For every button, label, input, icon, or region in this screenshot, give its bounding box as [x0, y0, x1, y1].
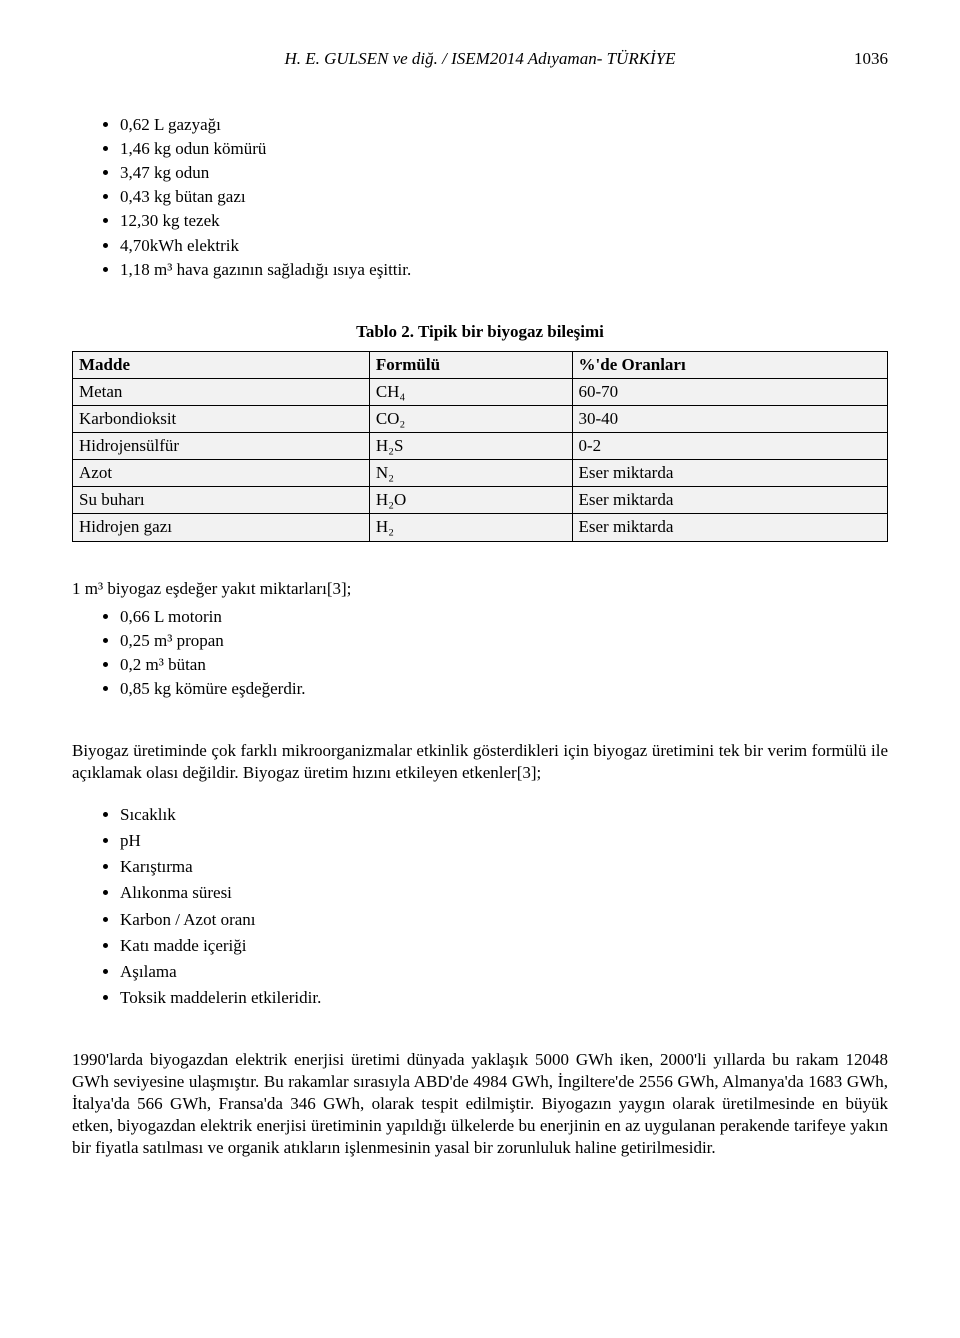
cell: H₂ [369, 514, 572, 541]
col-madde: Madde [73, 351, 370, 378]
table-row: Azot N₂ Eser miktarda [73, 460, 888, 487]
list-item: 3,47 kg odun [120, 162, 888, 184]
header-authors: H. E. GULSEN ve diğ. / ISEM2014 Adıyaman… [284, 49, 675, 68]
cell: Metan [73, 378, 370, 405]
col-formulu: Formülü [369, 351, 572, 378]
list-item: 0,25 m³ propan [120, 630, 888, 652]
paragraph-factors-intro: Biyogaz üretiminde çok farklı mikroorgan… [72, 740, 888, 784]
table-row: Su buharı H₂O Eser miktarda [73, 487, 888, 514]
table-row: Metan CH₄ 60-70 [73, 378, 888, 405]
page-header: H. E. GULSEN ve diğ. / ISEM2014 Adıyaman… [72, 48, 888, 70]
page-number: 1036 [854, 48, 888, 70]
list-item: Katı madde içeriği [120, 935, 888, 957]
cell: 0-2 [572, 433, 887, 460]
list-item: Karıştırma [120, 856, 888, 878]
cell: Eser miktarda [572, 487, 887, 514]
cell: Karbondioksit [73, 406, 370, 433]
list-item: 4,70kWh elektrik [120, 235, 888, 257]
list-item: 1,18 m³ hava gazının sağladığı ısıya eşi… [120, 259, 888, 281]
cell: Hidrojensülfür [73, 433, 370, 460]
list-item: Aşılama [120, 961, 888, 983]
table-caption: Tablo 2. Tipik bir biyogaz bileşimi [72, 321, 888, 343]
cell: 60-70 [572, 378, 887, 405]
list-item: Toksik maddelerin etkileridir. [120, 987, 888, 1009]
table-header-row: Madde Formülü %'de Oranları [73, 351, 888, 378]
cell: Eser miktarda [572, 514, 887, 541]
cell: H₂O [369, 487, 572, 514]
cell: Eser miktarda [572, 460, 887, 487]
cell: CO₂ [369, 406, 572, 433]
cell: Hidrojen gazı [73, 514, 370, 541]
cell: Azot [73, 460, 370, 487]
list-item: 0,43 kg bütan gazı [120, 186, 888, 208]
cell: H₂S [369, 433, 572, 460]
cell: N₂ [369, 460, 572, 487]
list-item: 12,30 kg tezek [120, 210, 888, 232]
list-item: Karbon / Azot oranı [120, 909, 888, 931]
list-item: 0,62 L gazyağı [120, 114, 888, 136]
equiv-list: 0,66 L motorin 0,25 m³ propan 0,2 m³ büt… [72, 606, 888, 700]
list-item: Sıcaklık [120, 804, 888, 826]
equiv-intro: 1 m³ biyogaz eşdeğer yakıt miktarları[3]… [72, 578, 888, 600]
list-item: pH [120, 830, 888, 852]
list-item: 0,85 kg kömüre eşdeğerdir. [120, 678, 888, 700]
factors-list: Sıcaklık pH Karıştırma Alıkonma süresi K… [72, 804, 888, 1009]
list-item: 0,66 L motorin [120, 606, 888, 628]
list-item: 0,2 m³ bütan [120, 654, 888, 676]
table-row: Karbondioksit CO₂ 30-40 [73, 406, 888, 433]
table-row: Hidrojensülfür H₂S 0-2 [73, 433, 888, 460]
cell: 30-40 [572, 406, 887, 433]
list-item: Alıkonma süresi [120, 882, 888, 904]
cell: Su buharı [73, 487, 370, 514]
biogas-composition-table: Madde Formülü %'de Oranları Metan CH₄ 60… [72, 351, 888, 542]
table-row: Hidrojen gazı H₂ Eser miktarda [73, 514, 888, 541]
paragraph-history: 1990'larda biyogazdan elektrik enerjisi … [72, 1049, 888, 1159]
fuel-equivalence-list: 0,62 L gazyağı 1,46 kg odun kömürü 3,47 … [72, 114, 888, 281]
col-oranlari: %'de Oranları [572, 351, 887, 378]
list-item: 1,46 kg odun kömürü [120, 138, 888, 160]
cell: CH₄ [369, 378, 572, 405]
